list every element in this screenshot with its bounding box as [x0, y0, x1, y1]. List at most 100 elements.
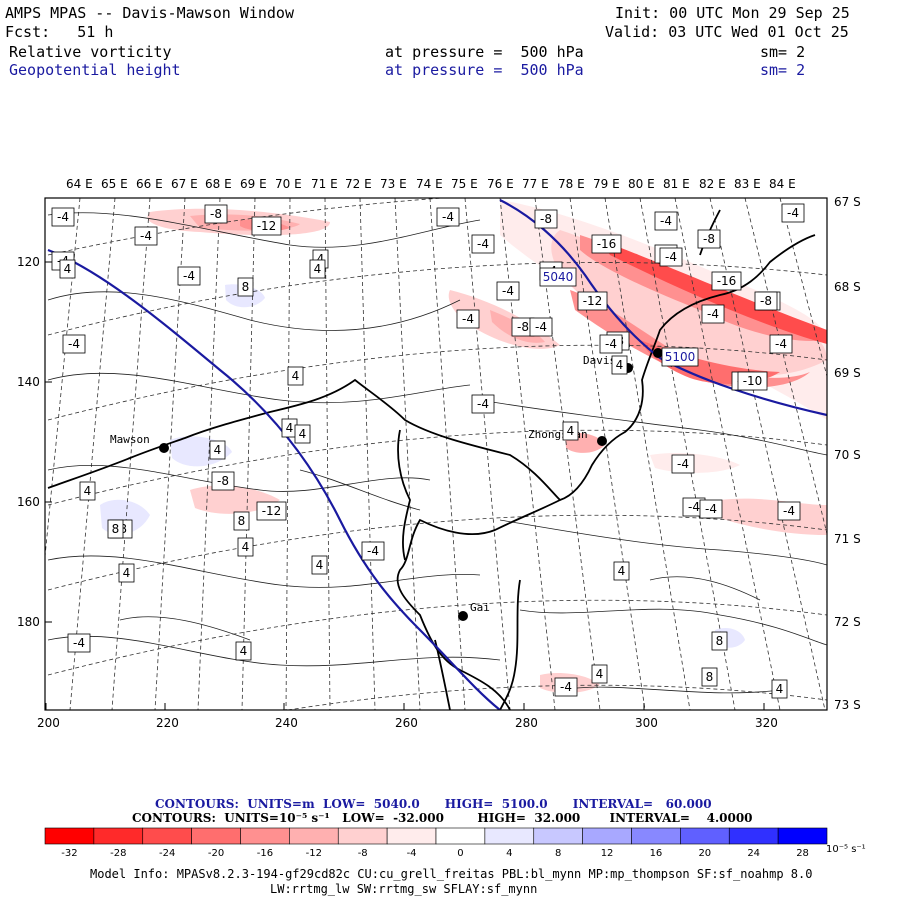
colorbar-unit: 10⁻⁵ s⁻¹ [826, 844, 866, 855]
svg-text:5100: 5100 [665, 350, 696, 364]
x-tick-320: 320 [755, 716, 778, 730]
contour-label: 4 [235, 641, 252, 661]
contour-label: -12 [577, 291, 608, 311]
colorbar [44, 827, 828, 845]
lat-label: 69 S [834, 366, 861, 380]
svg-text:-4: -4 [442, 210, 454, 224]
contour-label: -4 [781, 203, 805, 223]
contour-label: -8 [697, 229, 721, 249]
svg-text:-4: -4 [787, 206, 799, 220]
contour-label: -4 [51, 207, 75, 227]
plot-title: AMPS MPAS -- Davis-Mawson Window [5, 4, 294, 22]
svg-text:4: 4 [618, 564, 626, 578]
station-mawson-marker [159, 443, 169, 453]
svg-text:-8: -8 [703, 232, 715, 246]
lon-label: 74 E [416, 177, 443, 191]
lon-label: 67 E [171, 177, 198, 191]
contour-label: 8 [233, 511, 250, 531]
svg-text:4: 4 [242, 540, 250, 554]
field1-level: at pressure = 500 hPa [385, 43, 584, 61]
svg-text:4: 4 [123, 566, 131, 580]
svg-text:-16: -16 [717, 274, 737, 288]
svg-text:-4: -4 [705, 502, 717, 516]
height-contour-info: CONTOURS: UNITS=m LOW= 5040.0 HIGH= 5100… [155, 797, 712, 811]
svg-text:5040: 5040 [543, 270, 574, 284]
svg-text:-4: -4 [677, 457, 689, 471]
svg-text:4: 4 [214, 443, 222, 457]
station-gai-label: Gai [470, 601, 490, 614]
svg-text:8: 8 [238, 514, 246, 528]
svg-text:-10: -10 [743, 374, 763, 388]
lon-label: 80 E [628, 177, 655, 191]
svg-text:-4: -4 [367, 544, 379, 558]
y-tick-120: 120 [17, 255, 40, 269]
contour-label: -4 [699, 499, 723, 519]
svg-text:-12: -12 [257, 219, 277, 233]
colorbar-swatch [44, 827, 95, 845]
svg-text:8: 8 [242, 280, 250, 294]
contour-label: -4 [134, 226, 158, 246]
contour-label: -4 [62, 334, 86, 354]
colorbar-tick-label: -32 [61, 848, 78, 859]
model-physics: LW:rrtmg_lw SW:rrtmg_sw SFLAY:sf_mynn [270, 882, 538, 896]
contour-label: -4 [654, 211, 678, 231]
station-extra-marker [653, 348, 663, 358]
svg-text:-4: -4 [477, 397, 489, 411]
colorbar-tick-label: 12 [600, 848, 614, 859]
x-tick-300: 300 [635, 716, 658, 730]
colorbar-tick-label: 24 [747, 848, 761, 859]
colorbar-swatch [533, 827, 583, 845]
svg-text:-4: -4 [140, 229, 152, 243]
svg-text:4: 4 [316, 558, 324, 572]
x-tick-260: 260 [395, 716, 418, 730]
svg-text:4: 4 [616, 358, 624, 372]
svg-text:8: 8 [112, 522, 120, 536]
axis-ticks [45, 261, 765, 710]
lon-label: 64 E [66, 177, 93, 191]
contour-label: 4 [562, 421, 579, 441]
field1-smoothing: sm= 2 [760, 43, 806, 61]
contour-label: -4 [777, 501, 801, 521]
lon-label: 77 E [522, 177, 549, 191]
contour-label: -8 [534, 209, 558, 229]
contour-labels: -4 -4 -8 -12 -4 -4 -8 -4 -8 -16 -8 -4 -12 -4 -8 -4 -4 -16… [51, 203, 805, 699]
colorbar-swatch [582, 827, 632, 845]
colorbar-tick-label: -12 [305, 848, 322, 859]
contour-label: 8 [237, 277, 254, 297]
svg-text:4: 4 [776, 682, 784, 696]
field2-name: Geopotential height [9, 61, 181, 79]
colorbar-tick-label: -28 [110, 848, 127, 859]
contour-label: 4 [209, 440, 226, 460]
contour-label: -8 [754, 291, 778, 311]
map-plot-area: Mawson Davis Zhongshan Gai -4-4-8-12-4-4… [45, 198, 827, 710]
station-davis-label: Davis [583, 354, 616, 367]
svg-text:-4: -4 [783, 504, 795, 518]
svg-text:4: 4 [240, 644, 248, 658]
graticule [45, 198, 827, 710]
svg-text:4: 4 [299, 427, 307, 441]
contour-label: -16 [711, 271, 742, 291]
colorbar-tick-label: 28 [796, 848, 809, 859]
x-tick-200: 200 [37, 716, 60, 730]
lon-label: 70 E [275, 177, 302, 191]
lon-label: 81 E [663, 177, 690, 191]
contour-label: -4 [471, 234, 495, 254]
contour-label: -4 [599, 334, 623, 354]
svg-text:4: 4 [286, 421, 294, 435]
svg-text:-4: -4 [707, 307, 719, 321]
contour-label: 8 [701, 667, 718, 687]
contour-label: 4 [237, 537, 254, 557]
lon-label: 65 E [101, 177, 128, 191]
vorticity-contour-info: CONTOURS: UNITS=10⁻⁵ s⁻¹ LOW= -32.000 HI… [132, 811, 753, 825]
svg-text:4: 4 [314, 262, 322, 276]
svg-text:8: 8 [706, 670, 714, 684]
svg-text:-8: -8 [517, 320, 529, 334]
svg-text:-8: -8 [540, 212, 552, 226]
coastline [47, 209, 816, 710]
lon-label: 82 E [699, 177, 726, 191]
contour-label: -4 [701, 304, 725, 324]
lat-label: 72 S [834, 615, 861, 629]
station-zhongshan-marker [597, 436, 607, 446]
plot-frame [44, 197, 828, 711]
